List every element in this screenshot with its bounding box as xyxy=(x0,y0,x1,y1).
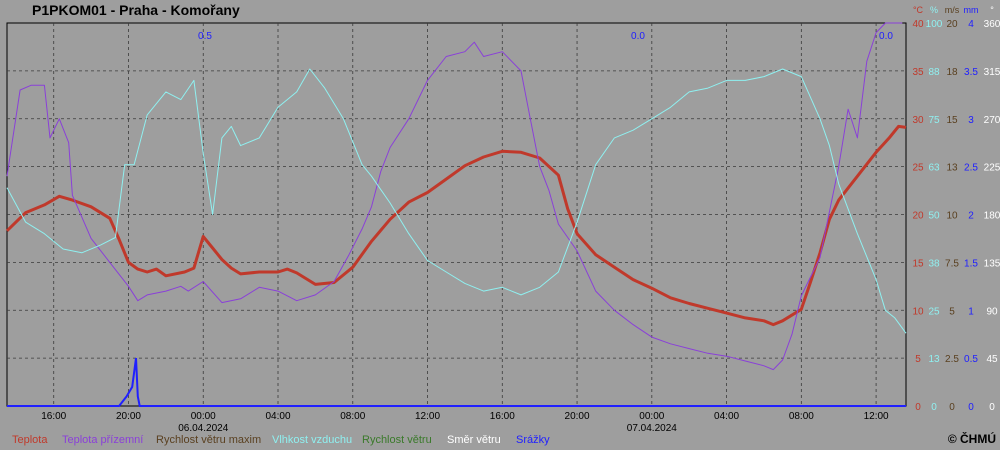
axis-tick-label: 20 xyxy=(912,211,924,222)
axis-tick-label: 15 xyxy=(946,115,958,126)
axis-tick-label: 0 xyxy=(949,402,955,413)
axis-tick-label: 38 xyxy=(928,258,940,269)
axis-unit-label: m/s xyxy=(945,5,960,15)
axis-tick-label: 10 xyxy=(946,211,958,222)
axis-tick-label: 13 xyxy=(928,354,940,365)
legend-item: Rychlost větru xyxy=(362,434,432,446)
axis-tick-label: 2.5 xyxy=(945,354,959,365)
x-tick-label: 20:00 xyxy=(116,411,141,422)
grid xyxy=(7,23,906,406)
chart-title: P1PKOM01 - Praha - Komořany xyxy=(32,2,240,18)
axis-tick-label: 180 xyxy=(984,211,1000,222)
axis-tick-label: 45 xyxy=(986,354,998,365)
axis-tick-label: 7.5 xyxy=(945,258,959,269)
series-line-2 xyxy=(6,22,903,371)
axis-unit-label: % xyxy=(930,5,938,15)
axis-tick-label: 50 xyxy=(928,211,940,222)
x-tick-label: 04:00 xyxy=(265,411,290,422)
axis-tick-label: 18 xyxy=(946,67,958,78)
x-tick-label: 16:00 xyxy=(41,411,66,422)
axis-tick-label: 225 xyxy=(984,163,1000,174)
axis-tick-label: 35 xyxy=(912,67,924,78)
axis-tick-label: 0 xyxy=(915,402,921,413)
plot-area xyxy=(6,22,907,407)
legend-item: Srážky xyxy=(516,434,550,446)
legend-item: Rychlost větru maxim xyxy=(156,434,262,446)
axes-group: 0.5 0.0 0.0°C0510152025303540%013253850637… xyxy=(198,5,1000,413)
axis-tick-label: 2 xyxy=(968,211,974,222)
x-tick-label: 12:00 xyxy=(415,411,440,422)
x-tick-label: 12:00 xyxy=(864,411,889,422)
precip-total-label: 0.0 xyxy=(879,31,893,42)
precipitation-line xyxy=(7,357,906,407)
series-line-3 xyxy=(6,68,907,334)
date-label: 07.04.2024 xyxy=(627,423,677,434)
axis-tick-label: 3.5 xyxy=(964,67,978,78)
axis-unit-label: mm xyxy=(964,5,979,15)
x-tick-label: 08:00 xyxy=(340,411,365,422)
axis-tick-label: 0 xyxy=(968,402,974,413)
axis-tick-label: 0 xyxy=(931,402,937,413)
axis-tick-label: 90 xyxy=(986,306,998,317)
x-tick-label: 04:00 xyxy=(714,411,739,422)
axis-tick-label: 30 xyxy=(912,115,924,126)
x-tick-label: 00:00 xyxy=(191,411,216,422)
axis-tick-label: 0 xyxy=(989,402,995,413)
axis-tick-label: 5 xyxy=(915,354,921,365)
legend-item: Teplota xyxy=(12,434,48,446)
series-group xyxy=(5,22,907,407)
axis-tick-label: 3 xyxy=(968,115,974,126)
axis-tick-label: 20 xyxy=(946,19,958,30)
axis-tick-label: 88 xyxy=(928,67,940,78)
axis-tick-label: 25 xyxy=(928,306,940,317)
x-tick-label: 00:00 xyxy=(639,411,664,422)
x-tick-label: 16:00 xyxy=(490,411,515,422)
axis-tick-label: 2.5 xyxy=(964,163,978,174)
legend-item: Teplota přízemní xyxy=(62,434,144,446)
series-line-1 xyxy=(5,124,907,327)
axis-tick-label: 270 xyxy=(984,115,1000,126)
axis-tick-label: 360 xyxy=(984,19,1000,30)
axis-tick-label: 63 xyxy=(928,163,940,174)
x-tick-label: 08:00 xyxy=(789,411,814,422)
axis-tick-label: 25 xyxy=(912,163,924,174)
axis-tick-label: 75 xyxy=(928,115,940,126)
copyright-label: © ČHMÚ xyxy=(947,432,996,446)
legend-item: Směr větru xyxy=(447,434,501,446)
axis-tick-label: 15 xyxy=(912,258,924,269)
axis-tick-label: 13 xyxy=(946,163,958,174)
x-axis-group: 16:00 20:00 00:00 04:00 08:00 12:00 16:00 20:00… xyxy=(41,411,889,434)
axis-tick-label: 1 xyxy=(968,306,974,317)
precip-total-label: 0.0 xyxy=(631,31,645,42)
precip-total-label: 0.5 xyxy=(198,31,212,42)
axis-tick-label: 315 xyxy=(984,67,1000,78)
date-label: 06.04.2024 xyxy=(178,423,228,434)
axis-tick-label: 4 xyxy=(968,19,974,30)
axis-tick-label: 10 xyxy=(912,306,924,317)
axis-tick-label: 100 xyxy=(926,19,943,30)
axis-tick-label: 0.5 xyxy=(964,354,978,365)
axis-tick-label: 135 xyxy=(984,258,1000,269)
axis-tick-label: 40 xyxy=(912,19,924,30)
x-tick-label: 20:00 xyxy=(565,411,590,422)
axis-unit-label: ° xyxy=(990,5,994,15)
legend-item: Vlhkost vzduchu xyxy=(272,434,353,446)
axis-tick-label: 5 xyxy=(949,306,955,317)
axis-tick-label: 1.5 xyxy=(964,258,978,269)
axis-unit-label: °C xyxy=(913,5,924,15)
